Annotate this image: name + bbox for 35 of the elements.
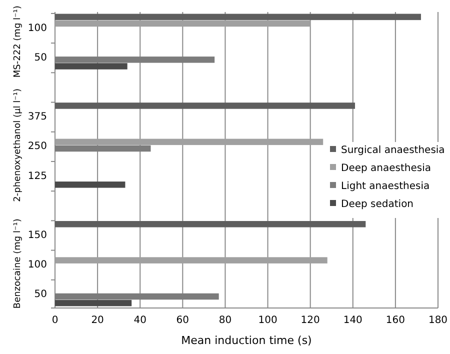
legend-label: Deep anaesthesia [341,163,432,174]
bar [55,182,126,188]
legend-label: Deep sedation [341,199,414,210]
x-tick-label: 140 [343,315,362,326]
bar [55,102,356,109]
x-tick-label: 0 [52,315,58,326]
x-tick-label: 160 [386,315,405,326]
bar [55,20,310,27]
y-tick-label: 100 [28,260,47,271]
legend-label: Surgical anaesthesia [341,145,445,156]
text: 2-phenoxyethanol (µl l⁻¹) [13,88,23,202]
x-tick-label: 120 [300,315,320,326]
y-tick-label: 50 [34,289,47,300]
x-tick-label: 60 [176,315,190,326]
text: MS-222 (mg l⁻¹) [13,6,23,78]
bar [55,257,328,264]
x-tick-label: 80 [218,315,232,326]
x-tick-label: 40 [134,315,146,326]
bar [55,14,421,20]
y-tick-label: 100 [28,22,47,34]
x-tick-label: 180 [428,315,448,326]
y-tick-label: 125 [28,170,47,182]
text: Benzocaine (mg l⁻¹) [13,218,23,309]
y-tick-label: 375 [28,112,47,123]
bar [55,221,366,228]
bar [55,300,132,306]
y-tick-label: 150 [28,230,47,241]
x-axis-title: Mean induction time (s) [181,334,312,347]
legend-label: Light anaesthesia [341,181,430,192]
x-tick-label: 20 [91,315,104,326]
bar [55,63,128,70]
bar [55,138,324,146]
y-tick-label: 50 [34,52,47,64]
x-tick-label: 100 [258,315,278,326]
y-tick-label: 250 [28,141,47,152]
